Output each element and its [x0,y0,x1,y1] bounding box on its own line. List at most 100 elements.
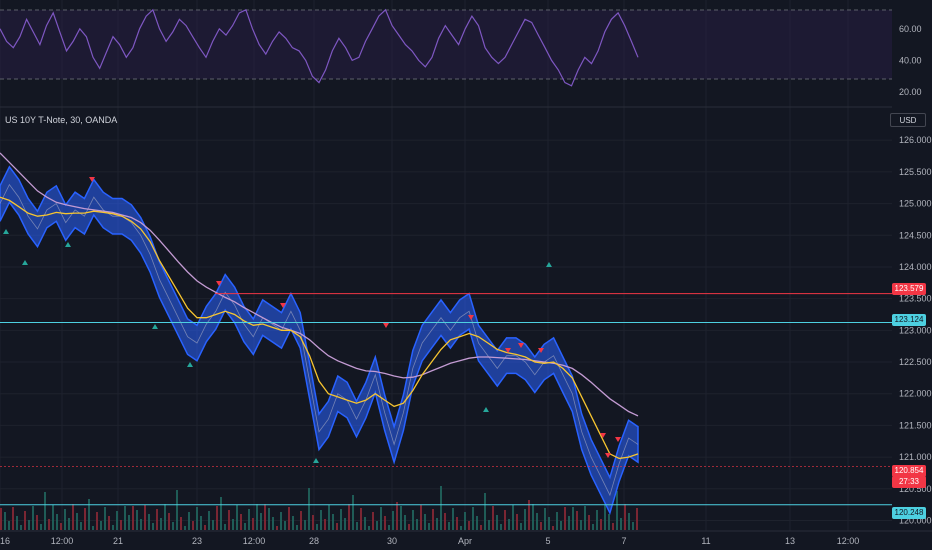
volume-bar [440,486,442,530]
time-tick-label: 23 [192,536,202,546]
volume-bar [116,511,118,530]
volume-bar [60,523,62,530]
volume-bar [128,515,130,530]
sell-signal-marker [383,323,389,328]
volume-bar [148,514,150,530]
volume-bar [396,502,398,530]
volume-bar [444,513,446,530]
volume-bar [16,516,18,530]
sell-signal-marker [538,348,544,353]
volume-bar [620,518,622,530]
volume-bar [400,506,402,530]
volume-bar [380,507,382,530]
price-axis[interactable] [892,0,932,550]
volume-bar [560,521,562,530]
volume-bar [8,521,10,530]
volume-bar [248,509,250,530]
cyan-lower-tag: 120.248 [892,507,926,519]
volume-bar [272,517,274,530]
sell-signal-marker [216,281,222,286]
volume-bar [384,516,386,530]
volume-bar [104,507,106,530]
volume-bar [628,513,630,530]
volume-bar [144,505,146,530]
volume-bar [420,505,422,530]
volume-bar [536,513,538,530]
volume-bar [524,509,526,530]
time-tick-label: 5 [545,536,550,546]
volume-bar [344,518,346,530]
rsi-tick-label: 20.00 [899,87,922,97]
volume-bar [392,511,394,530]
volume-bar [360,508,362,530]
rsi-axis-ticks: 60.00 40.00 20.00 [899,24,922,97]
volume-bar [408,524,410,530]
symbol-label[interactable]: US 10Y T-Note, 30, OANDA [5,115,118,125]
volume-bars [0,486,638,530]
volume-bar [4,512,6,530]
time-tick-label: Apr [458,536,472,546]
price-tick-label: 122.500 [899,357,932,367]
volume-bar [484,493,486,530]
volume-bar [632,522,634,530]
volume-bar [504,510,506,530]
volume-bar [264,504,266,530]
volume-bar [96,512,98,530]
volume-bar [0,508,2,530]
price-tick-label: 125.500 [899,167,932,177]
volume-bar [436,518,438,530]
price-tick-label: 126.000 [899,135,932,145]
sell-signal-marker [615,437,621,442]
volume-bar [52,505,54,530]
volume-bar [80,522,82,530]
volume-bar [568,516,570,530]
sell-signal-marker [518,343,524,348]
volume-bar [232,519,234,530]
volume-bar [184,526,186,530]
volume-bar [252,518,254,530]
volume-bar [324,519,326,530]
volume-bar [476,516,478,530]
volume-bar [32,506,34,530]
volume-bar [172,522,174,530]
currency-button[interactable]: USD [890,113,926,127]
last-price-tag: 120.854 [892,465,926,477]
volume-bar [348,504,350,530]
volume-bar [604,505,606,530]
volume-bar [132,506,134,530]
volume-bar [100,521,102,530]
volume-bar [448,522,450,530]
volume-bar [108,516,110,530]
volume-bar [216,506,218,530]
volume-bar [480,525,482,530]
volume-bar [212,520,214,530]
buy-signal-marker [483,407,489,412]
volume-bar [64,509,66,530]
volume-bar [548,517,550,530]
rsi-line [0,8,639,87]
volume-bar [256,504,258,530]
price-tick-label: 125.000 [899,199,932,209]
sell-signal-marker [280,303,286,308]
volume-bar [412,510,414,530]
volume-bar [328,505,330,530]
sell-signal-marker [89,177,95,182]
volume-bar [280,512,282,530]
volume-bar [552,526,554,530]
time-tick-label: 7 [621,536,626,546]
volume-bar [320,510,322,530]
volume-bar [92,526,94,530]
volume-bar [368,526,370,530]
volume-bar [220,497,222,530]
time-axis-ticks[interactable]: 16 12:00 21 23 12:00 28 30 Apr 5 7 11 13 12:00 [0,536,859,546]
volume-bar [36,515,38,530]
volume-bar [176,490,178,530]
volume-bar [88,499,90,530]
volume-bar [72,504,74,530]
volume-bar [500,524,502,530]
volume-bar [424,514,426,530]
time-tick-label: 30 [387,536,397,546]
signal-markers [3,177,621,463]
